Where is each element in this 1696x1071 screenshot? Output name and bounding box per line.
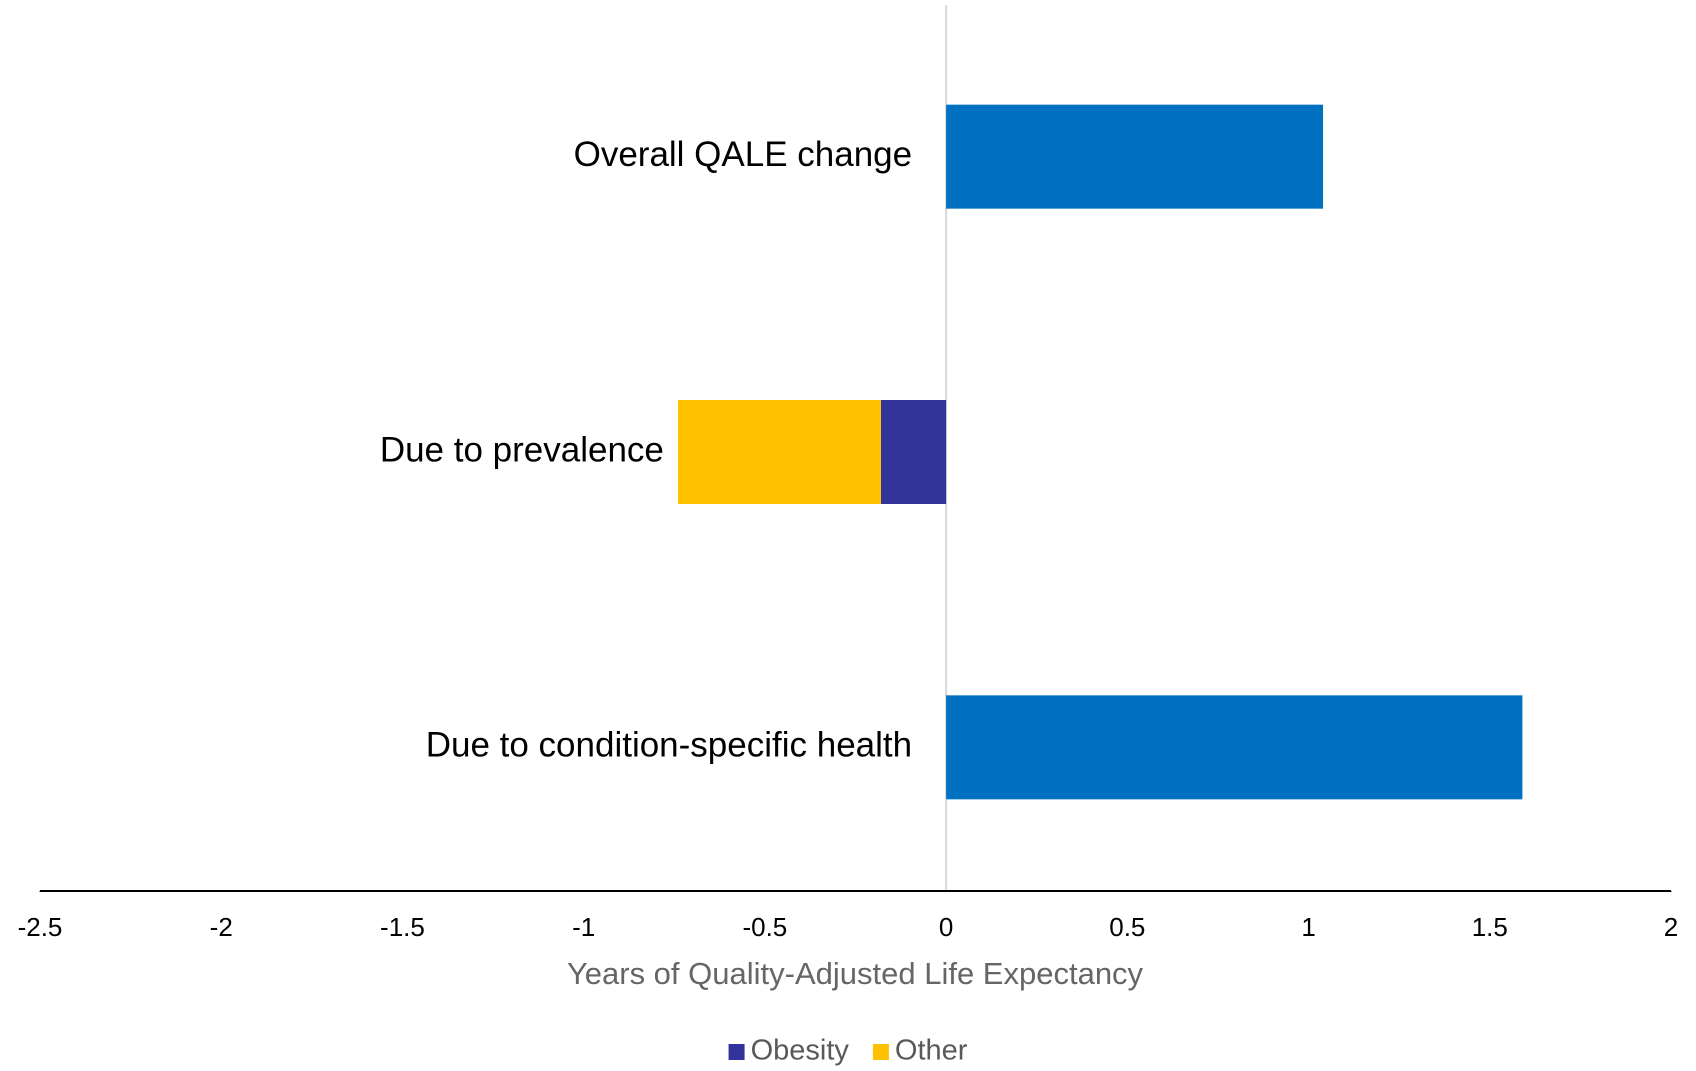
bar xyxy=(677,400,881,504)
category-label: Overall QALE change xyxy=(574,135,913,174)
bar xyxy=(946,695,1523,800)
legend-swatch xyxy=(872,1044,889,1060)
x-tick-label: -2.5 xyxy=(18,912,63,942)
x-tick-label: -1 xyxy=(572,912,595,942)
bar xyxy=(946,104,1324,209)
x-tick-label: 1 xyxy=(1301,912,1315,942)
legend-swatch xyxy=(728,1044,745,1060)
bar xyxy=(880,400,947,504)
x-tick-label: 0 xyxy=(939,912,953,942)
x-tick-label: 0.5 xyxy=(1109,912,1145,942)
category-label: Due to prevalence xyxy=(380,430,664,469)
category-label: Due to condition-specific health xyxy=(426,726,912,765)
x-tick-label: 2 xyxy=(1664,912,1678,942)
legend-label: Obesity xyxy=(751,1035,850,1067)
legend-label: Other xyxy=(895,1035,968,1067)
x-tick-label: 1.5 xyxy=(1472,912,1508,942)
x-tick-label: -0.5 xyxy=(742,912,787,942)
x-tick-label: -1.5 xyxy=(380,912,425,942)
x-axis-title: Years of Quality-Adjusted Life Expectanc… xyxy=(567,956,1144,991)
x-tick-label: -2 xyxy=(210,912,233,942)
